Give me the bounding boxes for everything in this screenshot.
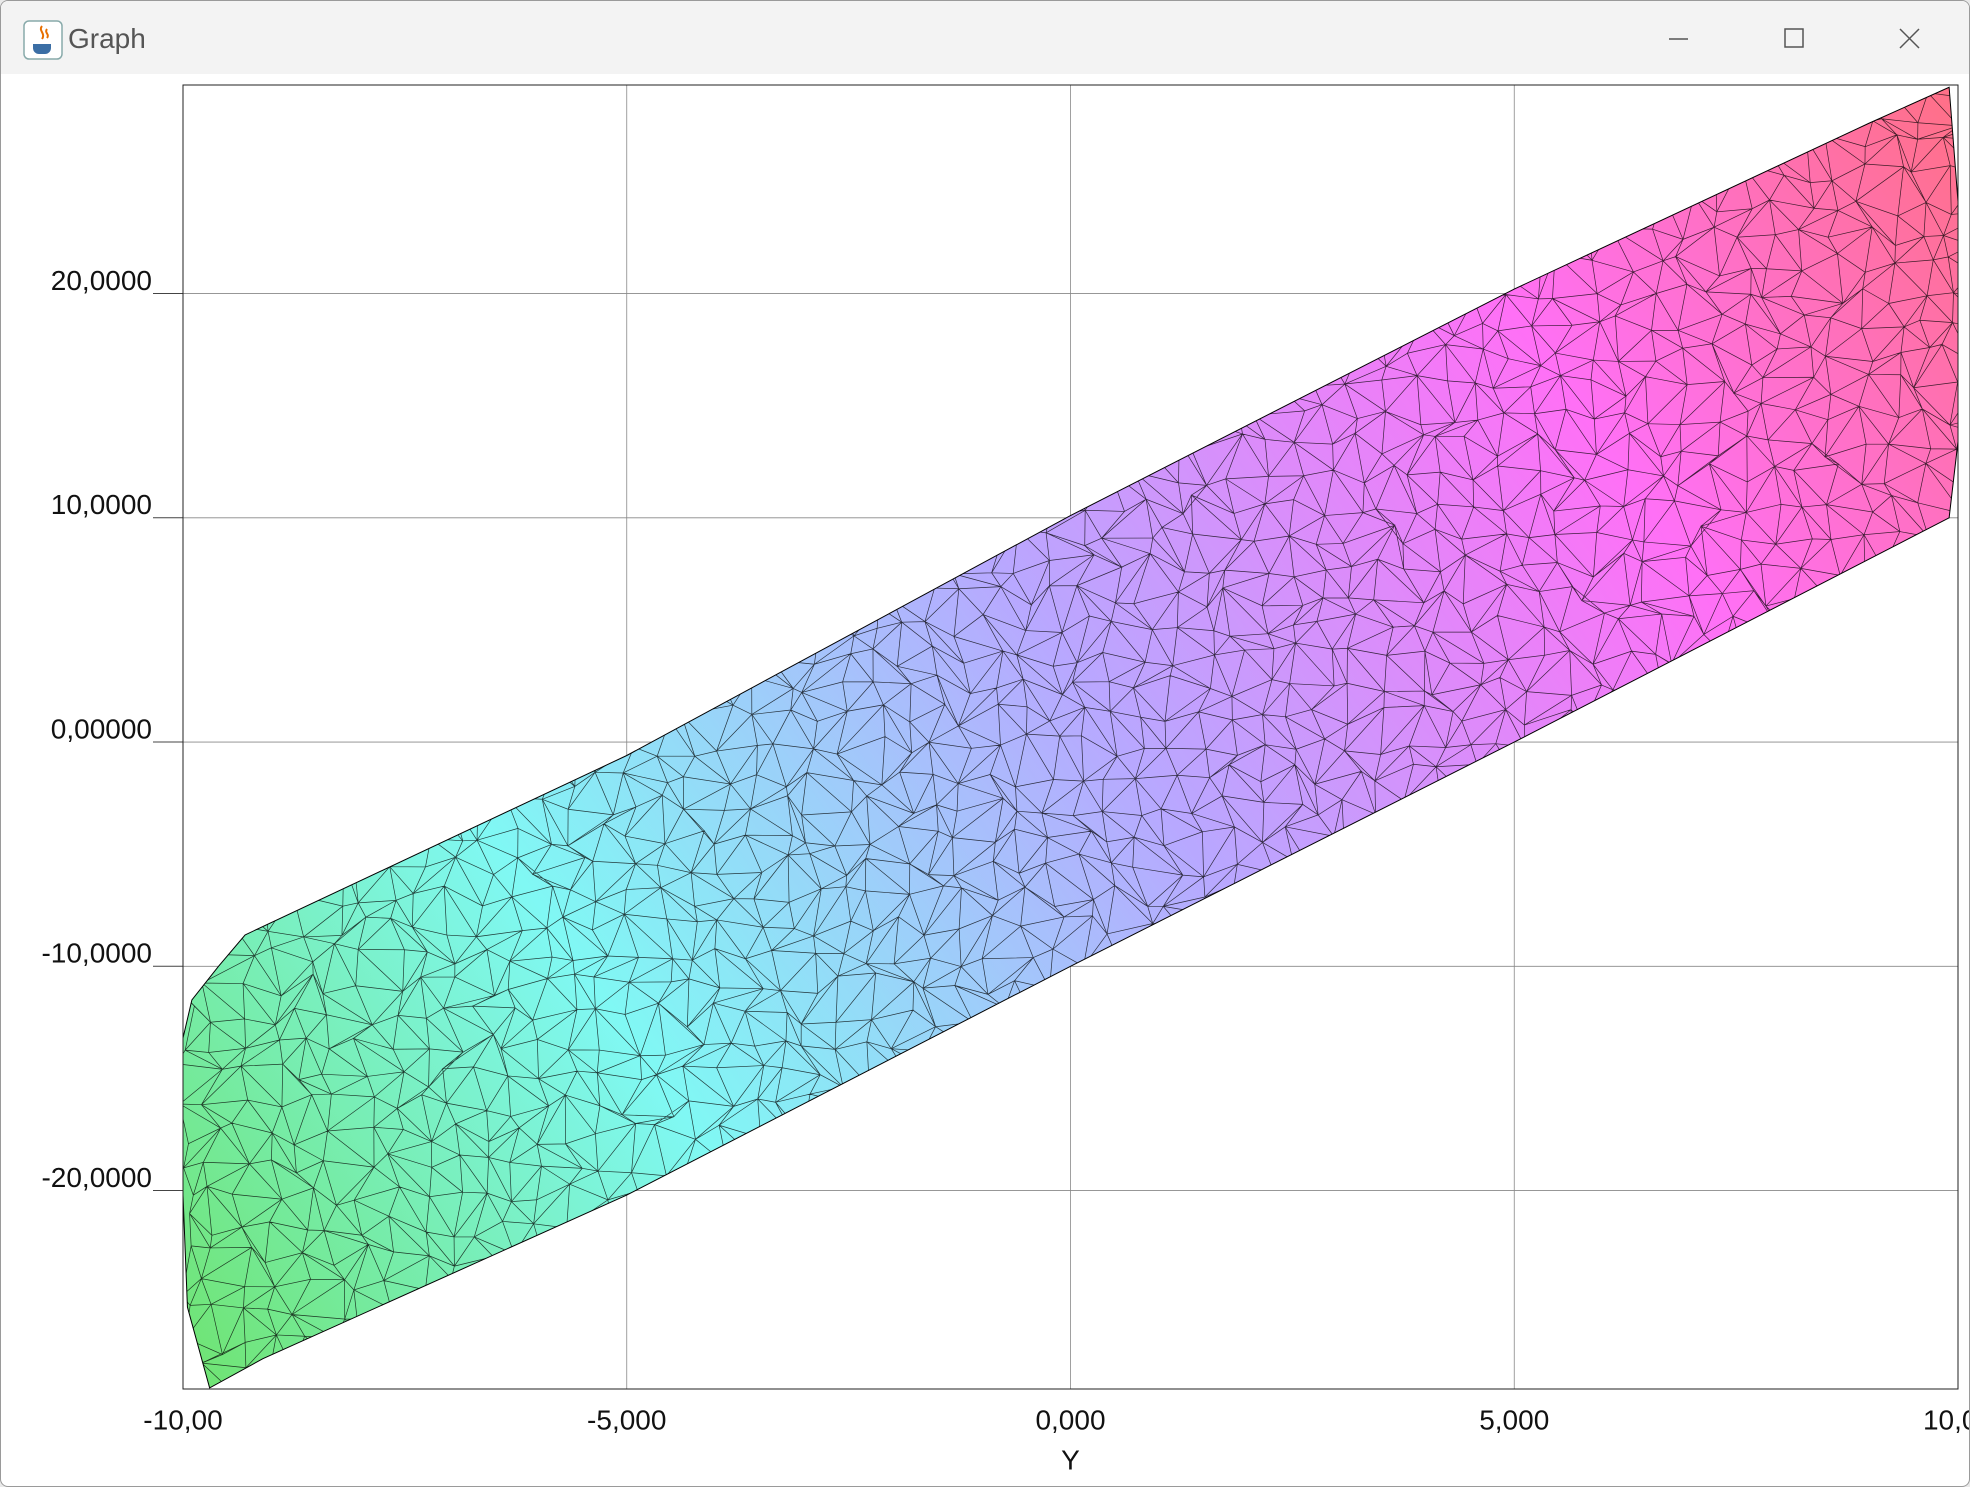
title-bar: Graph — [1, 1, 1969, 74]
y-tick-label: 0,00000 — [51, 713, 152, 744]
plot-border — [182, 84, 1959, 1390]
app-icon — [23, 20, 63, 60]
x-tick-label: -10,00 — [143, 1404, 222, 1435]
x-tick-label: 10,00 — [1923, 1404, 1969, 1435]
maximize-button[interactable] — [1784, 28, 1804, 48]
x-axis-label: Y — [1061, 1444, 1080, 1475]
y-tick-label: 10,0000 — [51, 489, 152, 520]
x-tick-label: 0,000 — [1035, 1404, 1105, 1435]
window-controls — [1669, 28, 1920, 49]
surface — [183, 87, 1958, 1388]
chart: -20,0000 -10,0000 0,00000 10,0000 20,0000 -10… — [41, 84, 1969, 1475]
y-tick-label: -10,0000 — [41, 938, 152, 969]
window-title: Graph — [68, 23, 146, 54]
x-tick-label: -5,000 — [587, 1404, 666, 1435]
x-tick-label: 5,000 — [1479, 1404, 1549, 1435]
y-tick-label: 20,0000 — [51, 265, 152, 296]
y-tick-label: -20,0000 — [41, 1162, 152, 1193]
close-button[interactable] — [1899, 28, 1920, 49]
